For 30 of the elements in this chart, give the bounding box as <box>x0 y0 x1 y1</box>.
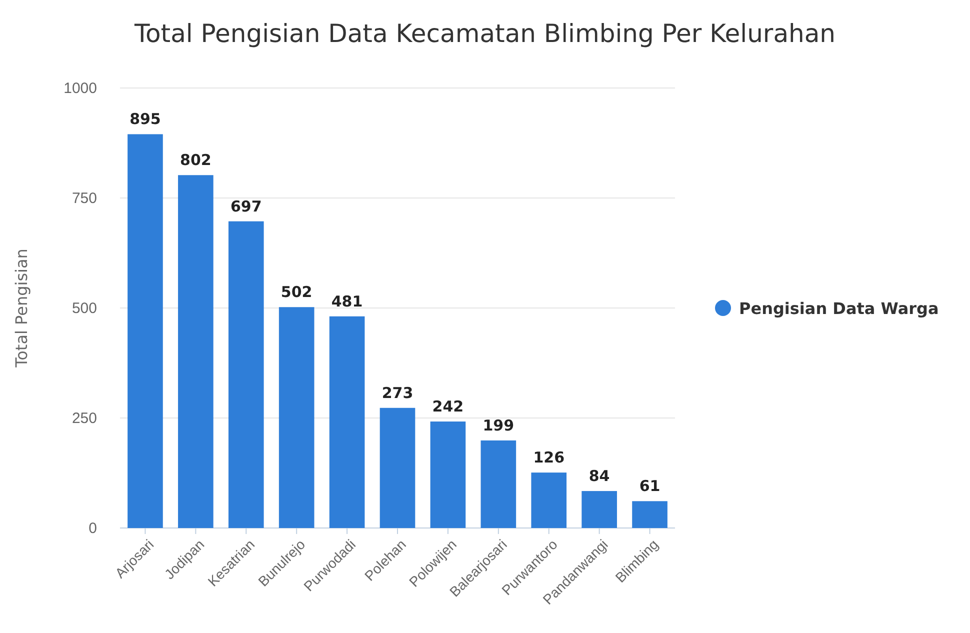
legend-label: Pengisian Data Warga <box>739 299 939 318</box>
bar <box>128 134 163 528</box>
data-label: 61 <box>639 477 660 496</box>
y-tick-label: 0 <box>88 520 97 537</box>
data-label: 126 <box>533 448 565 467</box>
y-tick-label: 500 <box>72 300 97 317</box>
y-tick-label: 750 <box>72 190 97 207</box>
data-label: 273 <box>382 384 414 402</box>
bar <box>178 175 214 528</box>
bar <box>430 422 466 528</box>
y-tick-label: 1000 <box>64 80 97 97</box>
bar <box>380 408 416 528</box>
bar <box>582 491 617 528</box>
data-label: 199 <box>482 416 514 434</box>
bar <box>329 316 365 528</box>
data-label: 895 <box>130 110 161 128</box>
bar <box>278 307 314 528</box>
y-axis-title: Total Pengisian <box>12 248 31 368</box>
y-tick-label: 250 <box>72 410 97 427</box>
bar <box>632 501 668 528</box>
data-label: 697 <box>230 197 262 216</box>
data-label: 84 <box>588 467 610 486</box>
data-label: 802 <box>180 151 212 170</box>
data-label: 502 <box>280 283 312 302</box>
chart-title: Total Pengisian Data Kecamatan Blimbing Per Kelurahan <box>133 19 836 48</box>
data-label: 242 <box>432 398 464 416</box>
bar <box>480 440 516 528</box>
bar <box>228 221 264 528</box>
bar <box>531 472 567 528</box>
data-label: 481 <box>331 292 363 310</box>
